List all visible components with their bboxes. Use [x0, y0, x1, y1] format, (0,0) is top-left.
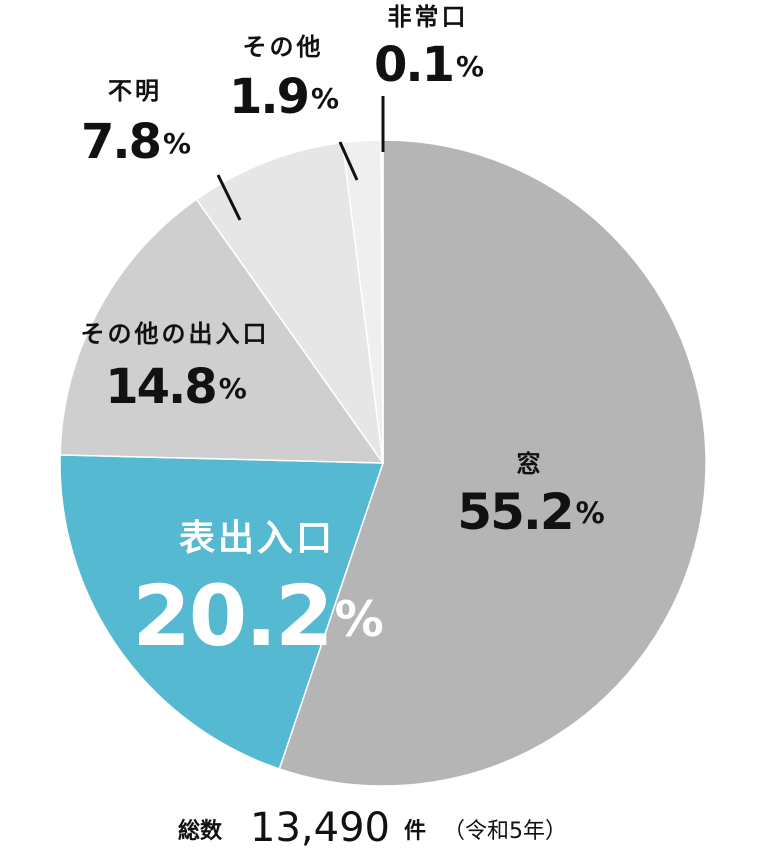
total-prefix: 総数 — [178, 818, 223, 844]
leader-line — [338, 141, 359, 181]
wedge — [59, 454, 385, 770]
category-label: 窓 — [517, 450, 544, 478]
category-label: 表出入口 — [179, 518, 335, 559]
value-label: 1.9% — [229, 69, 339, 125]
category-label: 非常口 — [388, 3, 469, 31]
wedge — [59, 198, 385, 464]
value-label: 0.1% — [374, 37, 484, 93]
value-label: 55.2% — [457, 483, 604, 541]
total-note: （令和5年） — [443, 819, 567, 844]
wedge — [278, 139, 707, 787]
category-label: その他 — [243, 33, 324, 61]
category-label: 不明 — [108, 77, 162, 105]
pie — [59, 139, 707, 787]
value-label: 14.8% — [105, 359, 246, 415]
total-unit: 件 — [404, 819, 426, 844]
labels: 窓 55.2 % 表出入口 20.2% その他の出入口 14.8 % 不明 7.8 % その他 1.9%… — [81, 3, 607, 665]
wedge — [195, 141, 384, 464]
value-label: 7.8% — [81, 114, 191, 170]
leader-line — [216, 174, 242, 221]
category-label: その他の出入口 — [81, 320, 270, 348]
value-label: 20.2% — [132, 567, 382, 665]
total: 13,490 — [250, 805, 390, 851]
